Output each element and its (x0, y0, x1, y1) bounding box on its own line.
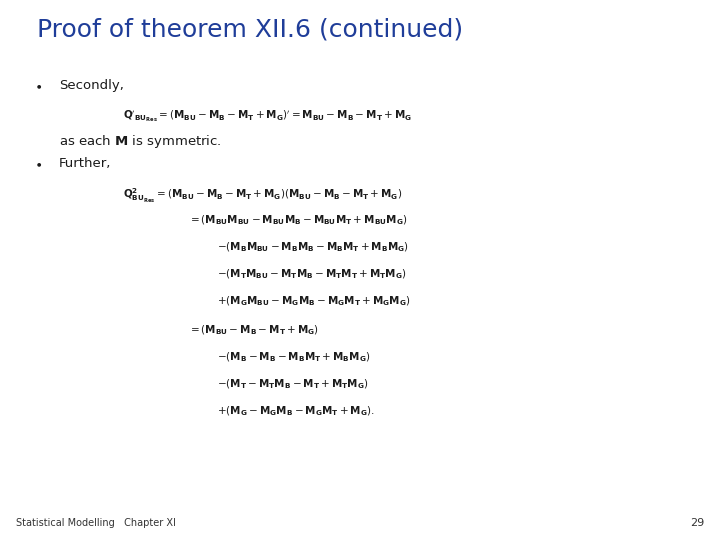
Text: $+ (\mathbf{M_G} - \mathbf{M_GM_B} - \mathbf{M_GM_T} + \mathbf{M_G}).$: $+ (\mathbf{M_G} - \mathbf{M_GM_B} - \ma… (217, 404, 374, 418)
Text: $\bullet$: $\bullet$ (34, 157, 42, 170)
Text: $- (\mathbf{M_BM_{BU}} - \mathbf{M_BM_B} - \mathbf{M_BM_T} + \mathbf{M_BM_G})$: $- (\mathbf{M_BM_{BU}} - \mathbf{M_BM_B}… (217, 240, 408, 254)
Text: Further,: Further, (59, 157, 111, 170)
Text: $= (\mathbf{M_{BU}} - \mathbf{M_B} - \mathbf{M_T} + \mathbf{M_G})$: $= (\mathbf{M_{BU}} - \mathbf{M_B} - \ma… (188, 323, 319, 338)
Text: $\mathbf{Q^2_{BU_{Res}}} = (\mathbf{M_{BU}} - \mathbf{M_B} - \mathbf{M_T} + \mat: $\mathbf{Q^2_{BU_{Res}}} = (\mathbf{M_{B… (123, 187, 402, 205)
Text: as each $\mathbf{M}$ is symmetric.: as each $\mathbf{M}$ is symmetric. (59, 133, 222, 150)
Text: $= (\mathbf{M_{BU}M_{BU}} - \mathbf{M_{BU}M_B} - \mathbf{M_{BU}M_T} + \mathbf{M_: $= (\mathbf{M_{BU}M_{BU}} - \mathbf{M_{B… (188, 214, 408, 227)
Text: $+ (\mathbf{M_GM_{BU}} - \mathbf{M_GM_B} - \mathbf{M_GM_T} + \mathbf{M_GM_G})$: $+ (\mathbf{M_GM_{BU}} - \mathbf{M_GM_B}… (217, 294, 410, 308)
Text: $- (\mathbf{M_T} - \mathbf{M_TM_B} - \mathbf{M_T} + \mathbf{M_TM_G})$: $- (\mathbf{M_T} - \mathbf{M_TM_B} - \ma… (217, 377, 369, 391)
Text: $\mathbf{Q'_{BU_{Res}}} = (\mathbf{M_{BU}} - \mathbf{M_B} - \mathbf{M_T} + \math: $\mathbf{Q'_{BU_{Res}}} = (\mathbf{M_{BU… (123, 109, 413, 124)
Text: 29: 29 (690, 518, 704, 528)
Text: Secondly,: Secondly, (59, 79, 124, 92)
Text: $- (\mathbf{M_TM_{BU}} - \mathbf{M_TM_B} - \mathbf{M_TM_T} + \mathbf{M_TM_G})$: $- (\mathbf{M_TM_{BU}} - \mathbf{M_TM_B}… (217, 267, 406, 281)
Text: $- (\mathbf{M_B} - \mathbf{M_B} - \mathbf{M_BM_T} + \mathbf{M_BM_G})$: $- (\mathbf{M_B} - \mathbf{M_B} - \mathb… (217, 350, 370, 364)
Text: Proof of theorem XII.6 (continued): Proof of theorem XII.6 (continued) (37, 17, 464, 42)
Text: Statistical Modelling   Chapter XI: Statistical Modelling Chapter XI (16, 518, 176, 528)
Text: $\bullet$: $\bullet$ (34, 79, 42, 92)
